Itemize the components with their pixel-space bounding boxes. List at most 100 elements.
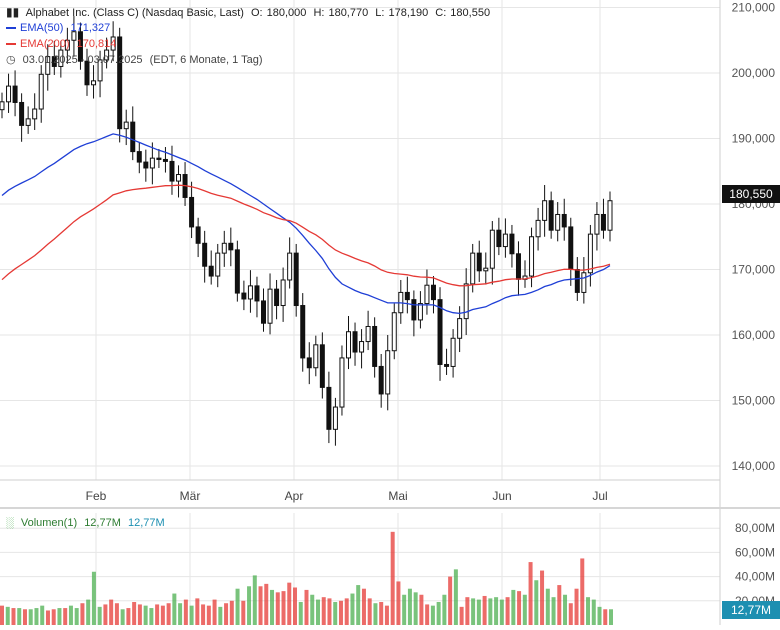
ema50-legend[interactable]: EMA(50) 171,327	[6, 21, 114, 35]
volume-bar-down	[293, 587, 298, 625]
volume-bar-up	[252, 575, 257, 625]
volume-bar-down	[528, 562, 533, 625]
candle-down	[84, 60, 90, 86]
month-tick-label: Jun	[492, 489, 511, 503]
candles	[0, 16, 613, 446]
month-tick-label: Mär	[180, 489, 201, 503]
volume-bar-up	[17, 608, 22, 625]
volume-bar-down	[103, 604, 108, 625]
volume-bar-down	[63, 608, 68, 625]
volume-bar-up	[178, 603, 183, 625]
candle-up	[0, 101, 5, 111]
candle-down	[77, 31, 83, 62]
ema200-label: EMA(200)	[20, 38, 70, 50]
low-value: 178,190	[388, 7, 429, 19]
candle-up	[38, 73, 44, 110]
volume-bar-up	[436, 602, 441, 625]
candle-up	[58, 49, 64, 67]
volume-bar-down	[505, 597, 510, 625]
candle-up	[587, 233, 593, 274]
volume-bar-up	[609, 609, 613, 625]
candle-up	[417, 303, 423, 321]
volume-bar-up	[453, 569, 458, 625]
candle-down	[444, 363, 450, 367]
volume-bar-down	[0, 605, 4, 625]
month-tick-label: Jul	[592, 489, 607, 503]
volume-bars	[0, 531, 613, 625]
volume-bar-up	[476, 599, 481, 625]
volume-label: Volumen(1)	[20, 517, 78, 529]
ema200-swatch	[6, 43, 16, 46]
candle-up	[542, 200, 548, 221]
volume-bar-down	[281, 591, 286, 625]
volume-bar-up	[499, 599, 504, 625]
price-tick-label: 190,000	[732, 132, 776, 146]
volume-bar-up	[270, 589, 275, 625]
candle-down	[208, 265, 214, 277]
candle-up	[581, 272, 587, 293]
volume-bar-down	[126, 608, 131, 625]
candle-up	[535, 219, 541, 238]
volume-legend[interactable]: ░ Volumen(1) 12,77M 12,77M	[6, 516, 169, 530]
candle-up	[149, 157, 155, 169]
volume-bar-up	[120, 609, 125, 625]
volume-bar-down	[11, 608, 16, 625]
candle-down	[437, 299, 443, 365]
candle-up	[176, 174, 182, 182]
volume-bar-down	[183, 599, 188, 625]
volume-bar-down	[338, 600, 343, 625]
candle-down	[548, 200, 554, 231]
volume-bar-down	[574, 588, 579, 625]
price-tick-label: 160,000	[732, 328, 776, 342]
candle-up	[483, 267, 489, 272]
high-label: H:	[313, 7, 325, 19]
candle-down	[19, 101, 25, 126]
candle-up	[6, 85, 12, 103]
candle-up	[45, 56, 51, 75]
candle-up	[313, 344, 319, 369]
volume-bar-up	[310, 594, 315, 625]
candle-down	[476, 252, 482, 272]
candle-down	[162, 158, 168, 162]
low-label: L:	[375, 7, 385, 19]
volume-bar-up	[488, 598, 493, 625]
volume-bar-up	[143, 605, 148, 625]
candle-up	[555, 213, 561, 231]
candle-type-icon[interactable]: ▮▮	[6, 5, 20, 19]
bar-chart-icon: ░	[6, 517, 14, 529]
high-value: 180,770	[328, 7, 369, 19]
candle-down	[12, 85, 18, 103]
candle-down	[411, 299, 417, 321]
volume-bar-down	[114, 603, 119, 625]
volume-bar-up	[430, 605, 435, 625]
candle-up	[287, 252, 293, 281]
candle-down	[496, 229, 502, 248]
volume-bar-down	[459, 606, 464, 625]
ema200-legend[interactable]: EMA(200) 170,814	[6, 37, 120, 51]
candle-up	[221, 242, 227, 254]
candle-down	[254, 285, 260, 302]
open-value: 180,000	[266, 7, 307, 19]
volume-bar-up	[57, 608, 62, 625]
candle-down	[51, 56, 57, 67]
volume-bar-down	[557, 585, 562, 625]
volume-bar-down	[517, 591, 522, 625]
volume-bar-down	[603, 609, 608, 625]
ema50-line	[1, 133, 611, 315]
volume-bar-up	[586, 597, 591, 625]
candle-up	[91, 80, 97, 86]
candle-up	[104, 49, 110, 61]
candle-down	[306, 357, 312, 369]
candle-down	[300, 305, 306, 359]
volume-bar-down	[540, 570, 545, 625]
candle-down	[326, 386, 332, 430]
candle-down	[319, 344, 325, 388]
moving-averages	[1, 133, 611, 315]
candle-down	[430, 284, 436, 301]
candle-up	[345, 331, 351, 359]
volume-bar-up	[591, 599, 596, 625]
volume-bar-up	[442, 594, 447, 625]
candle-up	[25, 118, 31, 126]
